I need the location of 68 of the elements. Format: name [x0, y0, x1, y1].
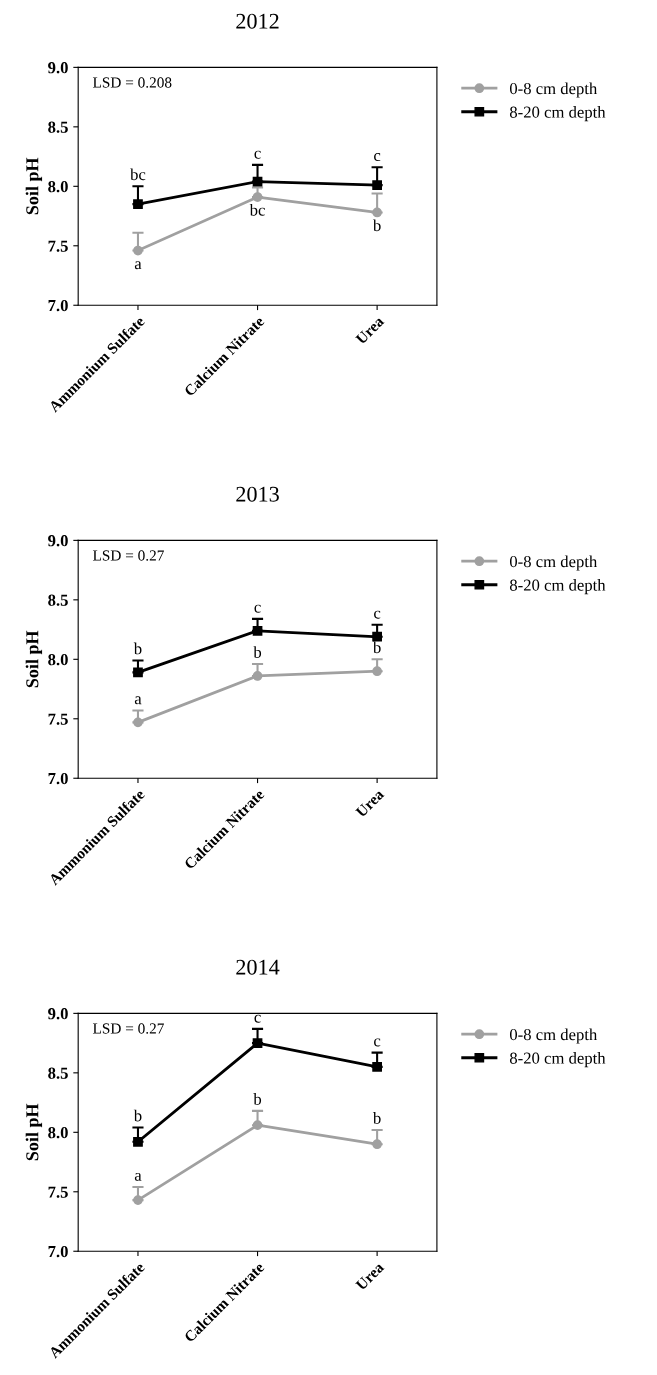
point [372, 1139, 382, 1150]
annotation: b [372, 1112, 381, 1124]
annotation: c [254, 150, 261, 159]
y-tick-label: 7.0 [48, 772, 68, 785]
point [252, 192, 263, 202]
chart-title: 2014 [236, 959, 280, 975]
y-tick-label: 7.5 [48, 240, 68, 252]
y-tick-label: 7.0 [48, 299, 68, 312]
legend-label: 8-20 cm depth [509, 579, 606, 595]
y-tick-label: 7.0 [48, 1245, 68, 1258]
y-tick-label: 8.0 [48, 181, 68, 193]
legend-label: 8-20 cm depth [509, 106, 606, 122]
annotation: c [254, 604, 261, 613]
chart-title: 2012 [236, 13, 279, 29]
legend-label: 0-8 cm depth [509, 555, 598, 571]
annotation: b [253, 646, 262, 658]
point [252, 1120, 263, 1131]
point [372, 180, 382, 190]
x-tick-label: Urea [355, 315, 385, 345]
y-axis-title: Soil pH [25, 1103, 43, 1161]
point [372, 1062, 382, 1072]
annotation: a [134, 261, 142, 270]
annotation: LSD = 0.27 [92, 1023, 164, 1034]
point [252, 1038, 263, 1048]
y-axis-title: Soil pH [25, 157, 43, 215]
point [133, 199, 143, 210]
annotation: c [374, 1038, 381, 1047]
point [252, 625, 263, 636]
annotation: b [372, 219, 381, 232]
annotation: bc [130, 168, 146, 181]
annotation: b [133, 642, 142, 655]
point [133, 1195, 143, 1205]
legend-label: 0-8 cm depth [509, 1028, 598, 1044]
y-tick-label: 7.5 [48, 1186, 68, 1198]
point [252, 671, 263, 681]
annotation: c [254, 1014, 261, 1023]
annotation: b [372, 641, 381, 654]
legend-label: 8-20 cm depth [509, 1052, 606, 1068]
annotation: LSD = 0.208 [92, 77, 172, 88]
point [133, 717, 143, 728]
y-tick-label: 9.0 [48, 62, 68, 74]
point [133, 245, 143, 256]
y-tick-label: 9.0 [48, 535, 68, 547]
annotation: c [374, 610, 381, 619]
x-tick-label: Urea [355, 788, 385, 818]
annotation: c [374, 153, 381, 162]
point [133, 1136, 143, 1147]
y-tick-label: 8.0 [48, 654, 68, 666]
annotation: a [134, 1172, 142, 1181]
y-axis-title: Soil pH [25, 630, 43, 688]
x-tick-label: Urea [355, 1261, 385, 1291]
y-tick-label: 8.5 [48, 594, 68, 606]
y-tick-label: 9.0 [48, 1008, 68, 1020]
point [372, 207, 382, 218]
y-tick-label: 7.5 [48, 713, 68, 725]
annotation: bc [249, 203, 265, 216]
annotation: a [134, 696, 142, 705]
annotation: b [253, 1093, 262, 1105]
point [372, 666, 382, 677]
chart-title: 2013 [236, 486, 279, 502]
annotation: b [133, 1109, 142, 1122]
y-tick-label: 8.0 [48, 1127, 68, 1139]
annotation: LSD = 0.27 [92, 550, 164, 561]
point [133, 667, 143, 678]
y-tick-label: 8.5 [48, 1067, 68, 1079]
legend-label: 0-8 cm depth [509, 82, 598, 98]
point [372, 631, 382, 642]
y-tick-label: 8.5 [48, 121, 68, 133]
